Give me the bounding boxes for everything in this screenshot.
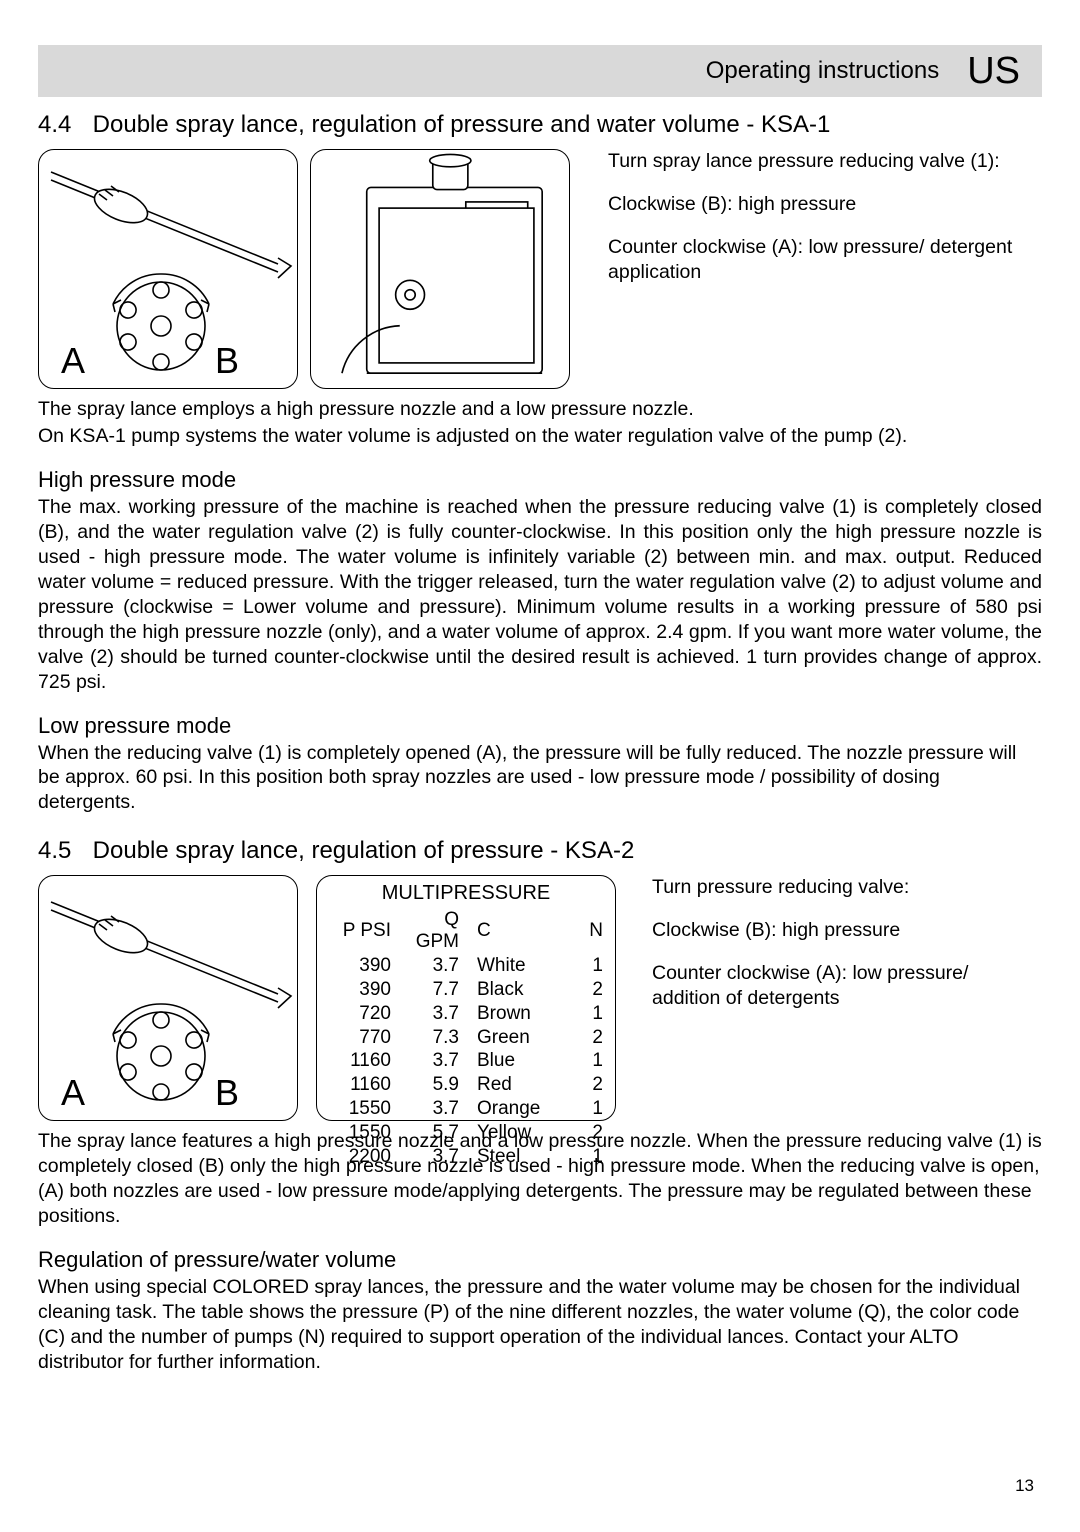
mp-h-gpm: Q GPM <box>395 909 461 953</box>
table-row: 3903.7White1 <box>327 955 605 977</box>
table-row: 15503.7Orange1 <box>327 1098 605 1120</box>
section-4-5-figures-row: A B MULTIPRESSURE P PSI Q GPM C N 3903.7… <box>38 875 1042 1121</box>
s45-after-fig-body: The spray lance features a high pressure… <box>38 1129 1042 1229</box>
mp-h-psi: P PSI <box>327 909 393 953</box>
s45-side-p3: Counter clockwise (A): low pressure/ add… <box>652 961 1042 1011</box>
s44-hp-body: The max. working pressure of the machine… <box>38 495 1042 695</box>
header-title: Operating instructions <box>706 57 939 85</box>
section-4-5-title: Double spray lance, regulation of pressu… <box>93 837 635 864</box>
table-cell: 1 <box>575 955 605 977</box>
table-cell: 7.7 <box>395 979 461 1001</box>
section-4-4-heading: 4.4 Double spray lance, regulation of pr… <box>38 111 1042 139</box>
table-row: 7707.3Green2 <box>327 1027 605 1049</box>
header-region: US <box>967 50 1020 93</box>
table-cell: White <box>463 955 573 977</box>
table-cell: Orange <box>463 1098 573 1120</box>
table-row: 3907.7Black2 <box>327 979 605 1001</box>
table-cell: 2 <box>575 1074 605 1096</box>
table-cell: 1 <box>575 1003 605 1025</box>
page: Operating instructions US 4.4 Double spr… <box>0 0 1080 1532</box>
section-4-4-title: Double spray lance, regulation of pressu… <box>93 111 831 138</box>
table-cell: 3.7 <box>395 1050 461 1072</box>
s44-hp-title: High pressure mode <box>38 467 1042 493</box>
mp-header-row: P PSI Q GPM C N <box>327 909 605 953</box>
table-cell: 5.9 <box>395 1074 461 1096</box>
table-cell: Blue <box>463 1050 573 1072</box>
s45-side-p2: Clockwise (B): high pressure <box>652 918 1042 943</box>
table-cell: 1160 <box>327 1074 393 1096</box>
table-cell: 3.7 <box>395 955 461 977</box>
table-cell: Black <box>463 979 573 1001</box>
machine-svg <box>311 150 569 388</box>
table-row: 11603.7Blue1 <box>327 1050 605 1072</box>
table-row: 11605.9Red2 <box>327 1074 605 1096</box>
valve-label-b: B <box>215 340 239 382</box>
table-cell: 770 <box>327 1027 393 1049</box>
s44-side-p1: Turn spray lance pressure reducing valve… <box>608 149 1042 174</box>
table-cell: 3.7 <box>395 1098 461 1120</box>
mp-h-n: N <box>575 909 605 953</box>
valve-label-a: A <box>61 340 85 382</box>
table-cell: 3.7 <box>395 1003 461 1025</box>
table-cell: 1160 <box>327 1050 393 1072</box>
table-cell: Brown <box>463 1003 573 1025</box>
table-cell: Red <box>463 1074 573 1096</box>
header-bar: Operating instructions US <box>38 45 1042 97</box>
s44-after-fig-p1: The spray lance employs a high pressure … <box>38 397 1042 422</box>
figure-machine-ksa1 <box>310 149 570 389</box>
valve2-label-b: B <box>215 1072 239 1114</box>
table-cell: 2 <box>575 979 605 1001</box>
table-row: 7203.7Brown1 <box>327 1003 605 1025</box>
multipressure-table-box: MULTIPRESSURE P PSI Q GPM C N 3903.7Whit… <box>316 875 616 1121</box>
table-cell: 2 <box>575 1027 605 1049</box>
mp-title: MULTIPRESSURE <box>325 882 607 905</box>
s44-lp-title: Low pressure mode <box>38 713 1042 739</box>
s44-side-p2: Clockwise (B): high pressure <box>608 192 1042 217</box>
table-cell: 1 <box>575 1098 605 1120</box>
section-4-5-number: 4.5 <box>38 837 86 865</box>
table-cell: 720 <box>327 1003 393 1025</box>
mp-h-c: C <box>463 909 573 953</box>
table-cell: Green <box>463 1027 573 1049</box>
s44-after-fig-p2: On KSA-1 pump systems the water volume i… <box>38 424 1042 449</box>
s44-lp-body: When the reducing valve (1) is completel… <box>38 741 1042 816</box>
table-cell: 390 <box>327 979 393 1001</box>
section-4-4-number: 4.4 <box>38 111 86 139</box>
s45-reg-title: Regulation of pressure/water volume <box>38 1247 1042 1273</box>
figure-lance-valve-ksa2: A B <box>38 875 298 1121</box>
table-cell: 1550 <box>327 1098 393 1120</box>
page-number: 13 <box>1015 1476 1034 1496</box>
table-cell: 390 <box>327 955 393 977</box>
valve2-label-a: A <box>61 1072 85 1114</box>
s45-reg-body: When using special COLORED spray lances,… <box>38 1275 1042 1375</box>
section-4-5-side-text: Turn pressure reducing valve: Clockwise … <box>634 875 1042 1029</box>
s45-side-p1: Turn pressure reducing valve: <box>652 875 1042 900</box>
table-cell: 7.3 <box>395 1027 461 1049</box>
section-4-5-heading: 4.5 Double spray lance, regulation of pr… <box>38 837 1042 865</box>
section-4-4-side-text: Turn spray lance pressure reducing valve… <box>582 149 1042 303</box>
s44-side-p3: Counter clockwise (A): low pressure/ det… <box>608 235 1042 285</box>
section-4-4-figures-row: A B <box>38 149 1042 389</box>
figure-lance-valve-ksa1: A B <box>38 149 298 389</box>
table-cell: 1 <box>575 1050 605 1072</box>
